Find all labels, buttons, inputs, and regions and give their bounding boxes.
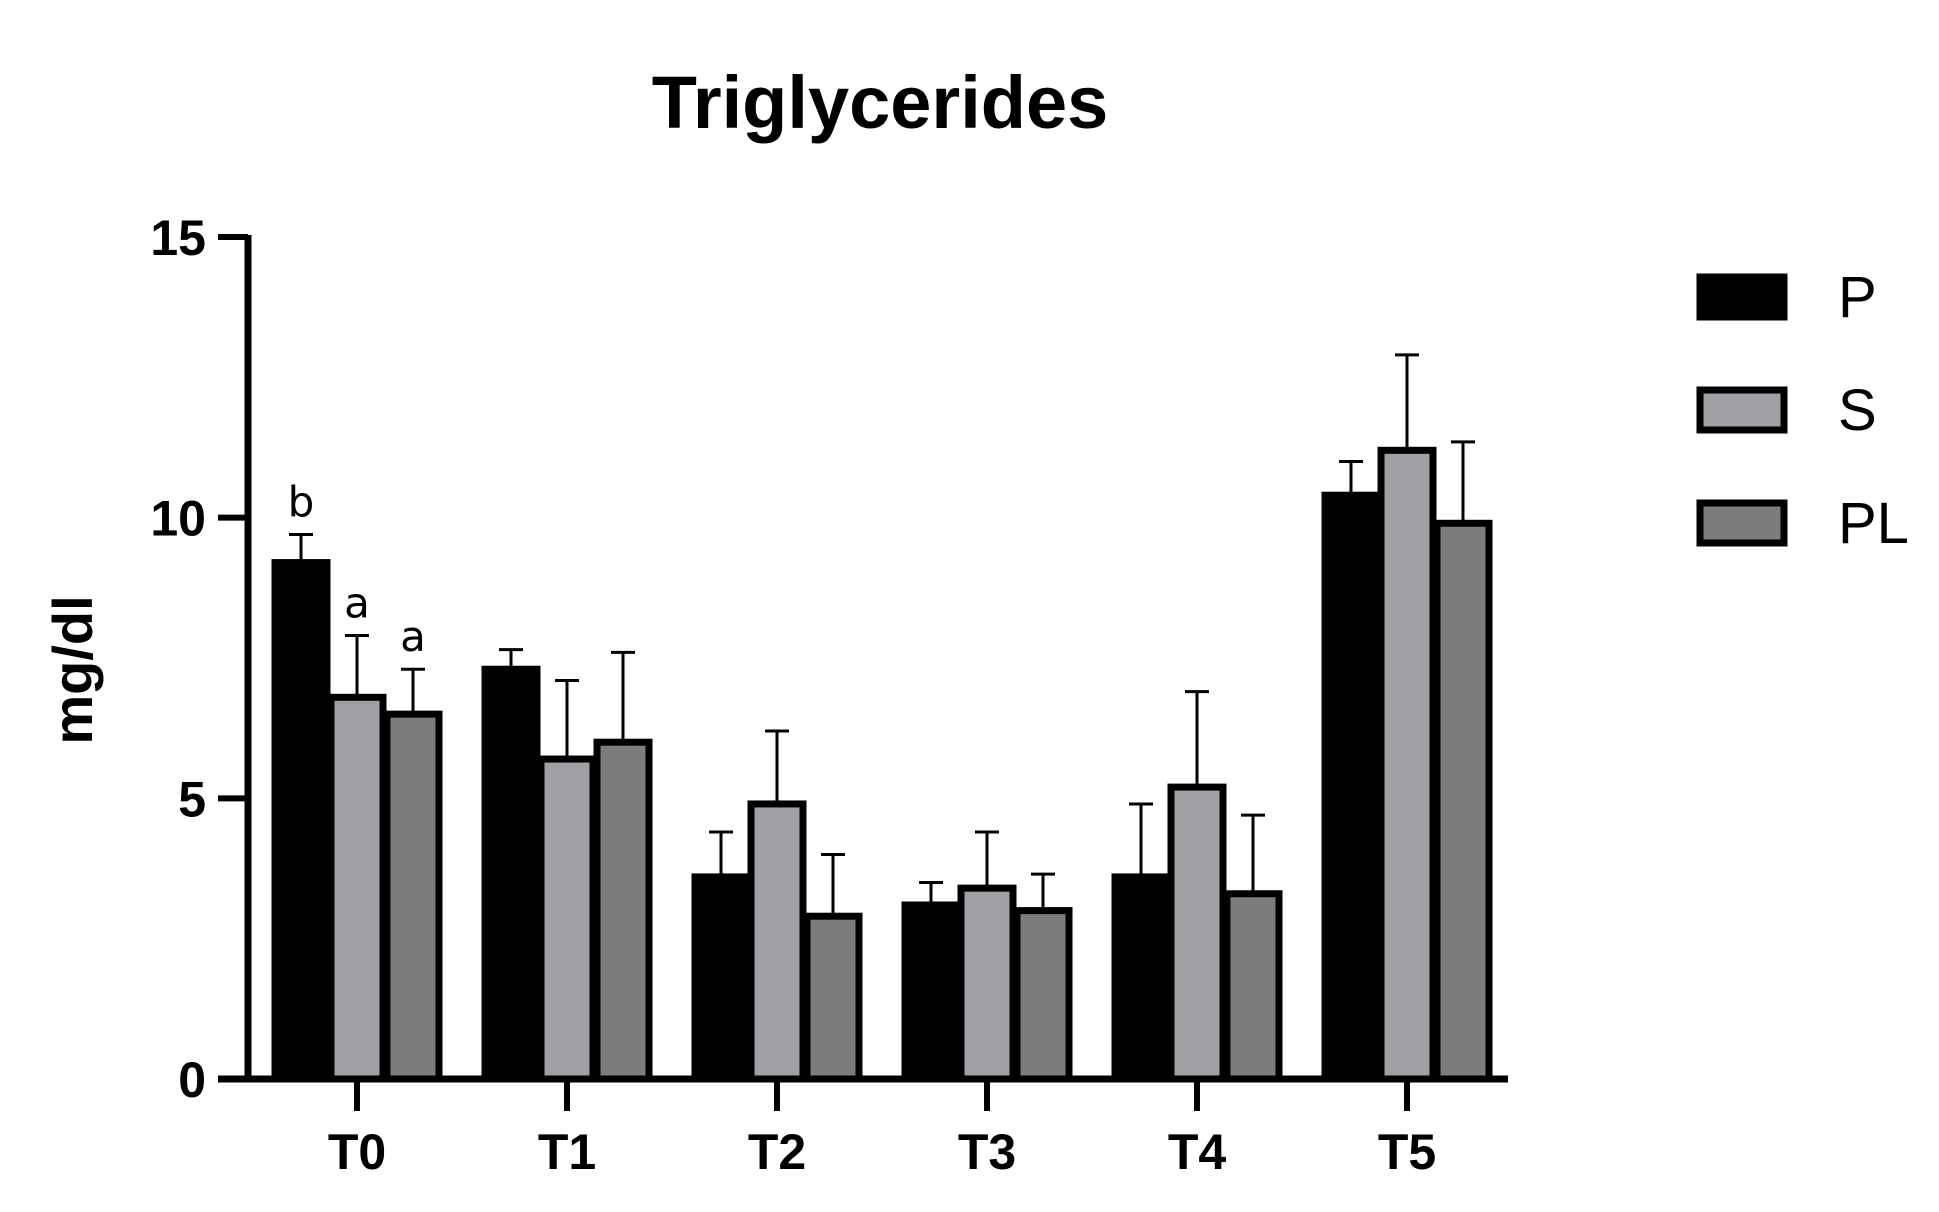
bar-t4-p bbox=[1111, 873, 1171, 1083]
bar-t4-pl bbox=[1223, 890, 1283, 1083]
bar-t0-s bbox=[327, 693, 387, 1083]
x-tick-label-t3: T3 bbox=[958, 1124, 1016, 1180]
legend-swatch-p bbox=[1696, 273, 1788, 321]
bar-t2-pl bbox=[803, 912, 863, 1083]
bar-t5-p bbox=[1321, 491, 1381, 1083]
bar-t0-p bbox=[271, 559, 331, 1083]
legend-swatch-pl bbox=[1696, 499, 1788, 547]
chart-title: Triglycerides bbox=[652, 61, 1109, 144]
annotation-t0-p: b bbox=[288, 478, 315, 527]
bar-t2-s bbox=[747, 800, 807, 1083]
annotation-t0-pl: a bbox=[400, 612, 426, 661]
y-axis-label: mg/dl bbox=[41, 595, 104, 744]
bar-group-t5 bbox=[1321, 353, 1493, 1083]
x-tick-label-t5: T5 bbox=[1378, 1124, 1436, 1180]
x-tick-label-t0: T0 bbox=[328, 1124, 386, 1180]
y-tick-label-5: 5 bbox=[178, 771, 206, 827]
bar-t3-s bbox=[957, 884, 1017, 1083]
axes-layer: 0 5 10 15 T0 T1 T2 T3 T4 T5 bbox=[150, 210, 1508, 1180]
bar-t5-s bbox=[1377, 446, 1437, 1083]
bar-t1-s bbox=[537, 755, 597, 1083]
legend-item-pl: PL bbox=[1696, 491, 1909, 556]
bar-t2-p bbox=[691, 873, 751, 1083]
legend-label-p: P bbox=[1838, 265, 1877, 330]
bar-group-t0 bbox=[271, 533, 443, 1083]
bar-t4-s bbox=[1167, 783, 1227, 1083]
y-tick-label-10: 10 bbox=[150, 491, 206, 547]
bar-t3-pl bbox=[1013, 907, 1073, 1083]
legend-item-p: P bbox=[1696, 265, 1877, 330]
legend-item-s: S bbox=[1696, 378, 1877, 443]
bar-group-t2 bbox=[691, 729, 863, 1083]
legend-swatch-s bbox=[1696, 386, 1788, 434]
bar-t3-p bbox=[901, 901, 961, 1083]
legend-label-pl: PL bbox=[1838, 491, 1909, 556]
y-tick-label-15: 15 bbox=[150, 210, 206, 266]
x-tick-label-t1: T1 bbox=[538, 1124, 596, 1180]
bar-t1-p bbox=[481, 665, 541, 1083]
bar-group-t1 bbox=[481, 648, 653, 1083]
bar-t5-pl bbox=[1433, 519, 1493, 1083]
legend-layer: PS PL bbox=[1696, 265, 1909, 556]
x-tick-label-t4: T4 bbox=[1168, 1124, 1227, 1180]
bar-t1-pl bbox=[593, 738, 653, 1083]
x-tick-label-t2: T2 bbox=[748, 1124, 806, 1180]
bar-group-t4 bbox=[1111, 690, 1283, 1083]
y-tick-label-0: 0 bbox=[178, 1052, 206, 1108]
bars-layer: b aa bbox=[271, 353, 1493, 1083]
legend-label-s: S bbox=[1838, 378, 1877, 443]
bar-group-t3 bbox=[901, 830, 1073, 1083]
annotation-t0-s: a bbox=[344, 579, 370, 628]
bar-t0-pl bbox=[383, 710, 443, 1083]
